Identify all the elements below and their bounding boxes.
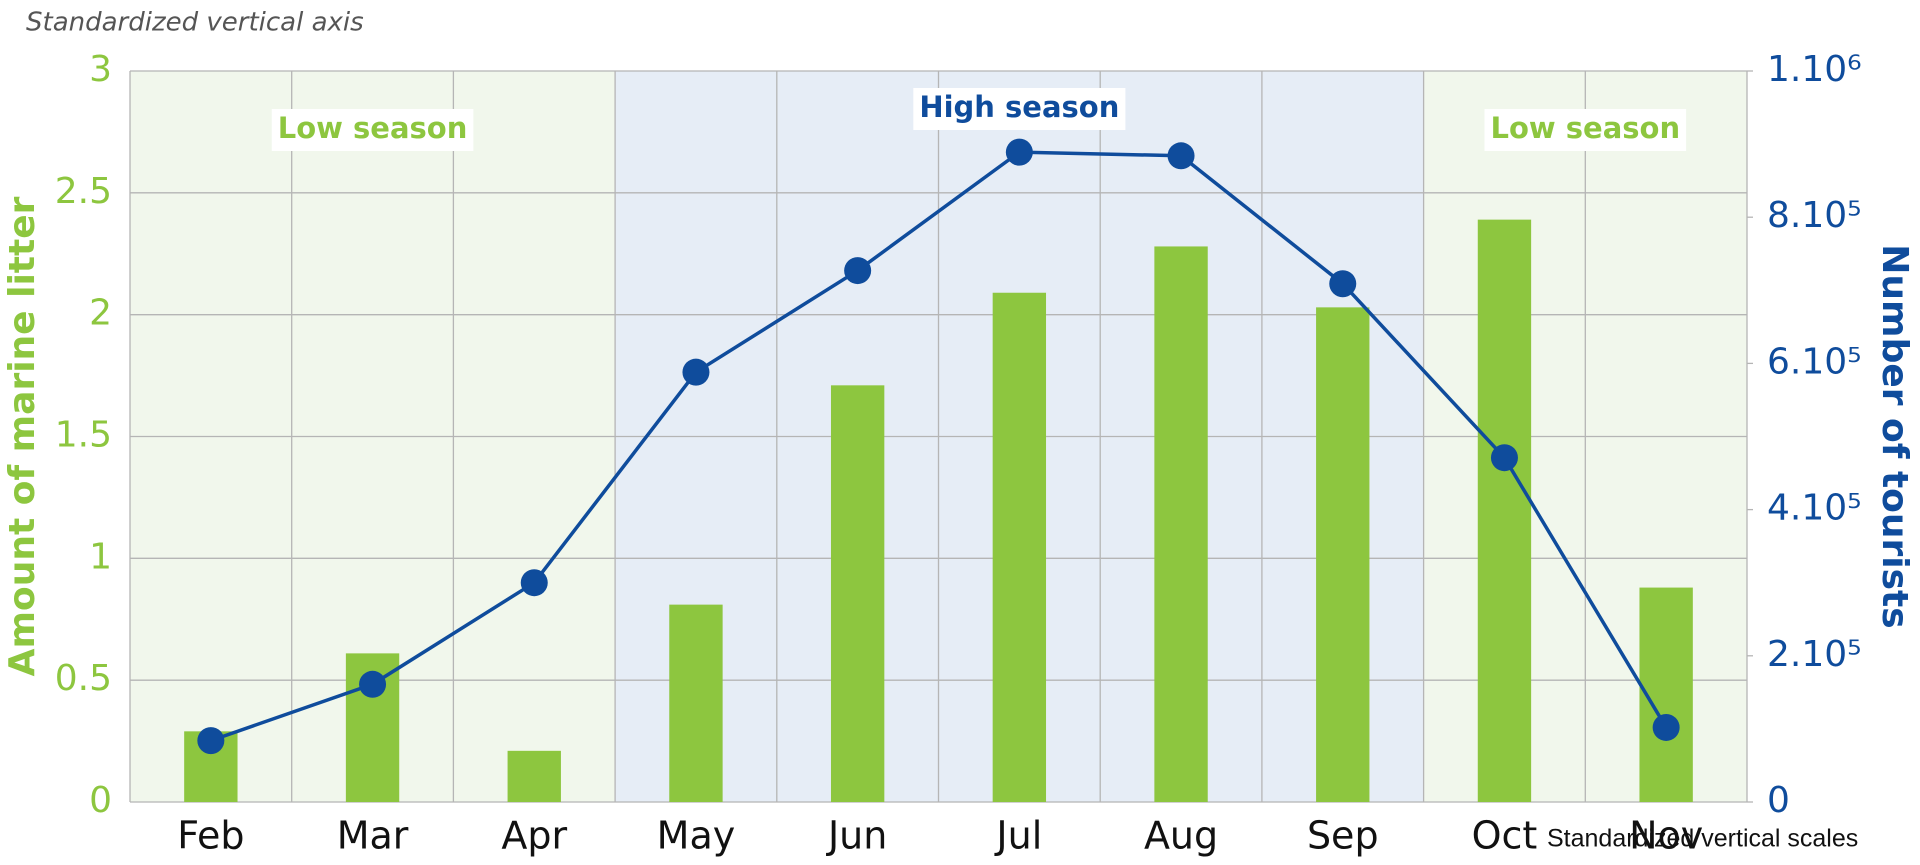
line-point [844, 257, 872, 285]
y-tick-label: 0.5 [55, 658, 112, 699]
season-label: Low season [1490, 111, 1680, 145]
line-point [197, 727, 225, 755]
y-tick-label: 1 [89, 536, 112, 577]
x-tick-label: Apr [501, 814, 567, 858]
bar [669, 604, 723, 802]
season-label-box [1484, 109, 1687, 151]
x-tick-label: Nov [1629, 814, 1703, 858]
season-label-box [271, 109, 474, 151]
y-tick-label: 2 [89, 293, 112, 334]
x-tick-label: Mar [337, 814, 409, 858]
bar [830, 385, 885, 802]
line-point [520, 569, 548, 597]
note: Standardized vertical scales [1547, 825, 1858, 853]
line-point [1652, 713, 1680, 741]
line-point [1167, 142, 1195, 170]
x-tick-label: May [657, 814, 736, 858]
x-tick-label: Sep [1307, 814, 1379, 858]
y2-axis-label: Number of tourists [1874, 244, 1915, 628]
line-point [1005, 138, 1033, 166]
y-tick-label: 1.5 [55, 415, 112, 456]
line-point [1490, 444, 1518, 472]
y2-tick-label: 6.10⁵ [1767, 341, 1862, 382]
season-label: High season [919, 90, 1119, 124]
y2-tick-label: 8.10⁵ [1767, 195, 1862, 236]
line-point [359, 670, 387, 698]
y-tick-label: 0 [89, 780, 112, 821]
x-tick-label: Aug [1144, 814, 1218, 858]
y-tick-label: 3 [89, 49, 112, 90]
line-point [682, 358, 710, 386]
y-axis-label: Amount of marine litter [2, 196, 43, 676]
x-tick-label: Feb [177, 814, 244, 858]
x-tick-label: Jul [994, 814, 1042, 858]
season-label-box [913, 88, 1126, 130]
line-point [1329, 270, 1357, 298]
line [210, 150, 1668, 743]
subtitle: Standardized vertical axis [26, 8, 364, 38]
y2-tick-label: 1.10⁶ [1767, 49, 1862, 90]
bar [507, 750, 561, 802]
bar [1316, 307, 1370, 802]
y2-tick-label: 4.10⁵ [1767, 488, 1862, 529]
y-tick-label: 2.5 [55, 171, 112, 212]
bar [1154, 246, 1208, 802]
bar [992, 292, 1047, 802]
season-label: Low season [278, 111, 468, 145]
y2-tick-label: 0 [1767, 780, 1790, 821]
x-tick-label: Jun [826, 814, 887, 858]
x-tick-label: Oct [1472, 814, 1538, 858]
bar [1477, 219, 1532, 803]
y2-tick-label: 2.10⁵ [1767, 634, 1862, 675]
